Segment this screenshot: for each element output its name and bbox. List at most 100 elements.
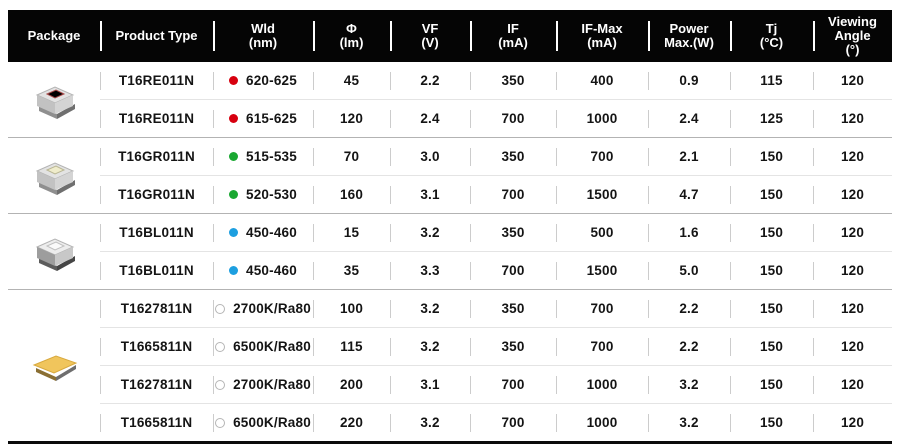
phi-cell: 220 (313, 404, 390, 441)
power-cell: 3.2 (648, 366, 730, 403)
if-cell: 350 (470, 138, 556, 175)
tj-cell: 115 (730, 62, 813, 99)
product-group-green: T16GR011N 515-535 70 3.0 350 700 2.1 150… (8, 137, 892, 213)
group-rows: T16BL011N 450-460 15 3.2 350 500 1.6 150… (100, 214, 892, 289)
viewing-angle-cell: 120 (813, 404, 892, 441)
color-dot-green-icon (229, 190, 239, 199)
tj-cell: 150 (730, 290, 813, 327)
color-dot-white-icon (215, 417, 226, 428)
if-max-cell: 1500 (556, 176, 648, 213)
col-header-label: Package (27, 28, 81, 43)
wld-cell: 615-625 (213, 100, 313, 137)
group-rows: T16RE011N 620-625 45 2.2 350 400 0.9 115… (100, 62, 892, 137)
wld-cell: 620-625 (213, 62, 313, 99)
package-cell-red (8, 62, 100, 137)
col-header-if: IF (mA) (470, 10, 556, 62)
if-max-cell: 700 (556, 138, 648, 175)
vf-cell: 3.2 (390, 214, 470, 251)
col-header-label: Product Type (115, 28, 198, 43)
viewing-angle-cell: 120 (813, 252, 892, 289)
wld-cell: 2700K/Ra80 (213, 366, 313, 403)
if-max-cell: 500 (556, 214, 648, 251)
wld-value: 450-460 (246, 225, 297, 240)
col-header-vf: VF (V) (390, 10, 470, 62)
wld-value: 615-625 (246, 111, 297, 126)
product-group-blue: T16BL011N 450-460 15 3.2 350 500 1.6 150… (8, 213, 892, 289)
if-max-cell: 400 (556, 62, 648, 99)
col-header-tj: Tj (°C) (730, 10, 813, 62)
viewing-angle-cell: 120 (813, 366, 892, 403)
viewing-angle-cell: 120 (813, 138, 892, 175)
power-cell: 2.1 (648, 138, 730, 175)
wld-value: 2700K/Ra80 (233, 301, 311, 316)
table-row: T1665811N 6500K/Ra80 220 3.2 700 1000 3.… (100, 403, 892, 441)
phi-cell: 35 (313, 252, 390, 289)
color-dot-white-icon (215, 341, 226, 352)
table-row: T16GR011N 520-530 160 3.1 700 1500 4.7 1… (100, 175, 892, 213)
wld-value: 450-460 (246, 263, 297, 278)
led-package-white-icon (32, 354, 78, 381)
product-type-cell: T16BL011N (100, 252, 213, 289)
wld-value: 6500K/Ra80 (233, 415, 311, 430)
viewing-angle-cell: 120 (813, 176, 892, 213)
led-package-blue-icon (35, 237, 75, 271)
col-header-if-max: IF-Max (mA) (556, 10, 648, 62)
table-header-row: Package Product Type Wld (nm) Φ (lm) VF (V)… (8, 10, 892, 62)
col-header-package: Package (8, 10, 100, 62)
vf-cell: 3.2 (390, 290, 470, 327)
wld-cell: 6500K/Ra80 (213, 404, 313, 441)
if-cell: 700 (470, 100, 556, 137)
tj-cell: 150 (730, 404, 813, 441)
if-max-cell: 1000 (556, 366, 648, 403)
wld-cell: 520-530 (213, 176, 313, 213)
vf-cell: 2.2 (390, 62, 470, 99)
group-rows: T16GR011N 515-535 70 3.0 350 700 2.1 150… (100, 138, 892, 213)
vf-cell: 3.1 (390, 366, 470, 403)
vf-cell: 3.1 (390, 176, 470, 213)
vf-cell: 3.3 (390, 252, 470, 289)
wld-cell: 2700K/Ra80 (213, 290, 313, 327)
if-cell: 700 (470, 404, 556, 441)
power-cell: 2.2 (648, 290, 730, 327)
if-cell: 700 (470, 176, 556, 213)
table-row: T1627811N 2700K/Ra80 200 3.1 700 1000 3.… (100, 365, 892, 403)
if-cell: 350 (470, 62, 556, 99)
color-dot-blue-icon (229, 266, 239, 275)
tj-cell: 150 (730, 328, 813, 365)
wld-value: 6500K/Ra80 (233, 339, 311, 354)
col-header-viewing-angle: Viewing Angle (°) (813, 10, 892, 62)
table-row: T16GR011N 515-535 70 3.0 350 700 2.1 150… (100, 138, 892, 175)
table-row: T1665811N 6500K/Ra80 115 3.2 350 700 2.2… (100, 327, 892, 365)
wld-cell: 6500K/Ra80 (213, 328, 313, 365)
wld-value: 515-535 (246, 149, 297, 164)
vf-cell: 2.4 (390, 100, 470, 137)
group-rows: T1627811N 2700K/Ra80 100 3.2 350 700 2.2… (100, 290, 892, 441)
product-type-cell: T16GR011N (100, 138, 213, 175)
viewing-angle-cell: 120 (813, 62, 892, 99)
phi-cell: 45 (313, 62, 390, 99)
power-cell: 0.9 (648, 62, 730, 99)
color-dot-red-icon (229, 114, 239, 123)
product-type-cell: T1665811N (100, 404, 213, 441)
wld-value: 2700K/Ra80 (233, 377, 311, 392)
viewing-angle-cell: 120 (813, 214, 892, 251)
power-cell: 5.0 (648, 252, 730, 289)
product-type-cell: T16BL011N (100, 214, 213, 251)
phi-cell: 70 (313, 138, 390, 175)
if-max-cell: 1000 (556, 100, 648, 137)
color-dot-blue-icon (229, 228, 239, 237)
product-type-cell: T16RE011N (100, 62, 213, 99)
product-group-red: T16RE011N 620-625 45 2.2 350 400 0.9 115… (8, 62, 892, 137)
color-dot-white-icon (215, 379, 226, 390)
tj-cell: 150 (730, 214, 813, 251)
table-row: T16RE011N 615-625 120 2.4 700 1000 2.4 1… (100, 99, 892, 137)
color-dot-green-icon (229, 152, 239, 161)
col-header-power-max: Power Max.(W) (648, 10, 730, 62)
package-cell-green (8, 138, 100, 213)
product-type-cell: T1627811N (100, 366, 213, 403)
viewing-angle-cell: 120 (813, 328, 892, 365)
color-dot-red-icon (229, 76, 239, 85)
tj-cell: 150 (730, 176, 813, 213)
tj-cell: 150 (730, 138, 813, 175)
